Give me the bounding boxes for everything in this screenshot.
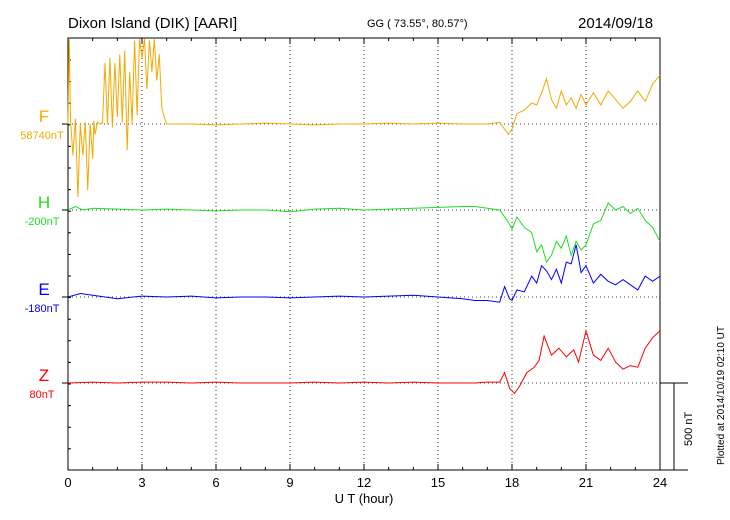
axis-ticks [67, 38, 661, 470]
x-tick-label: 6 [212, 475, 219, 490]
x-tick-label: 18 [505, 475, 519, 490]
x-tick-label: 15 [431, 475, 445, 490]
grid-lines [141, 38, 587, 470]
component-label-H: H [38, 193, 50, 212]
x-axis-label: U T (hour) [335, 491, 394, 506]
station-title: Dixon Island (DIK) [AARI] [68, 15, 237, 32]
x-tick-label: 9 [286, 475, 293, 490]
traces [67, 38, 661, 395]
baseline-value-H: -200nT [25, 216, 60, 228]
scale-bar-label: 500 nT [683, 411, 695, 446]
baseline-value-E: -180nT [25, 303, 60, 315]
x-tick-labels: 0 3 6 9 12 15 18 21 24 [64, 475, 667, 490]
x-tick-label: 0 [64, 475, 71, 490]
component-labels: F 58740nT H -200nT E -180nT Z 80nT [20, 107, 64, 401]
component-label-F: F [39, 107, 49, 126]
x-tick-label: 12 [357, 475, 371, 490]
trace-E [67, 244, 661, 303]
plotted-note: Plotted at 2014/10/19 02:10 UT [716, 326, 727, 465]
x-tick-label: 21 [579, 475, 593, 490]
scale-bar: 500 nT [660, 382, 695, 471]
component-label-E: E [38, 280, 49, 299]
station-coordinates: GG ( 73.55°, 80.57°) [367, 18, 468, 30]
x-tick-label: 24 [653, 475, 667, 490]
trace-F [67, 38, 661, 198]
x-tick-label: 3 [138, 475, 145, 490]
chart-date: 2014/09/18 [578, 15, 653, 32]
trace-H [67, 202, 661, 264]
trace-Z [67, 328, 661, 395]
baseline-value-Z: 80nT [29, 389, 54, 401]
component-label-Z: Z [39, 366, 49, 385]
baseline-value-F: 58740nT [20, 130, 64, 142]
